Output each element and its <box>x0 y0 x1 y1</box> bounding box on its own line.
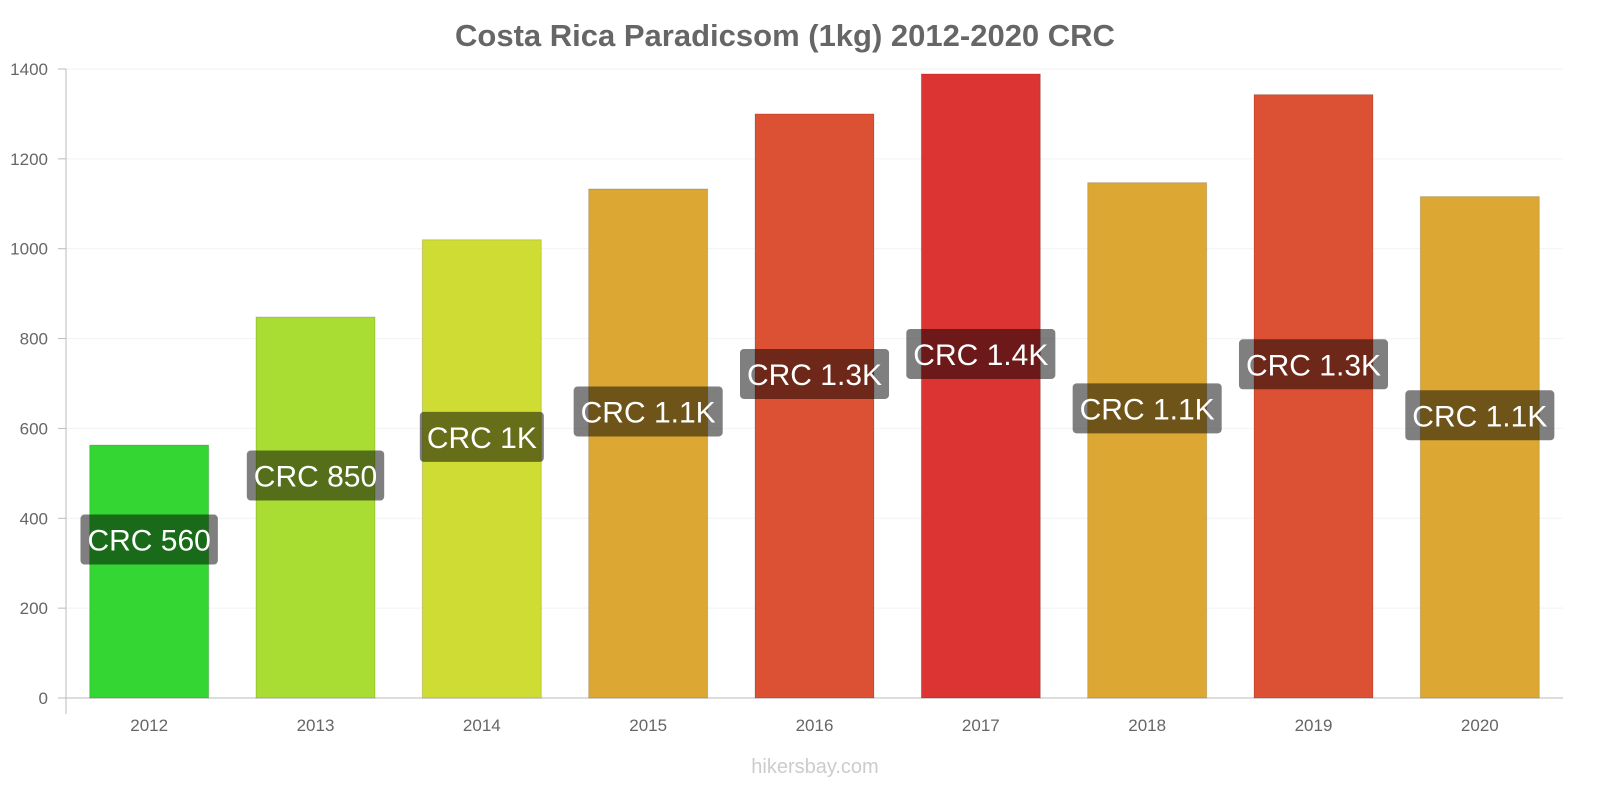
data-label: CRC 1.1K <box>1072 383 1222 434</box>
chart-title: Costa Rica Paradicsom (1kg) 2012-2020 CR… <box>455 18 1115 53</box>
data-label: CRC 1K <box>419 411 544 462</box>
x-tick-label: 2019 <box>1295 716 1333 735</box>
bar-2015 <box>588 188 709 699</box>
y-tick-label: 800 <box>20 330 48 349</box>
data-label: CRC 850 <box>246 450 385 501</box>
data-label-text: CRC 1.3K <box>1246 349 1381 382</box>
data-label-box <box>80 514 218 565</box>
y-tick-label: 200 <box>20 599 48 618</box>
data-label-text: CRC 1K <box>427 422 537 455</box>
bar-2018 <box>1087 182 1208 699</box>
x-tick-label: 2016 <box>796 716 834 735</box>
data-label: CRC 1.3K <box>739 348 890 399</box>
data-label-box <box>246 450 385 501</box>
x-tick-label: 2013 <box>297 716 335 735</box>
data-label-box <box>906 328 1056 379</box>
data-label-box <box>1072 383 1222 434</box>
data-label-text: CRC 1.1K <box>1412 400 1547 433</box>
data-label: CRC 1.1K <box>1405 390 1555 441</box>
x-tick-label: 2020 <box>1461 716 1499 735</box>
bar-2014 <box>421 239 542 699</box>
x-tick-label: 2012 <box>130 716 168 735</box>
data-label-text: CRC 1.4K <box>913 339 1048 372</box>
x-tick-label: 2014 <box>463 716 501 735</box>
y-tick-label: 1000 <box>10 240 48 259</box>
data-label-box <box>573 386 723 437</box>
bar-2016 <box>754 113 875 699</box>
data-label-text: CRC 1.1K <box>581 396 716 429</box>
bar-2012 <box>89 444 210 699</box>
y-tick-label: 600 <box>20 419 48 438</box>
y-tick-label: 1400 <box>10 60 48 79</box>
bar-2020 <box>1419 196 1540 699</box>
data-label-box <box>739 348 890 399</box>
data-label: CRC 1.1K <box>573 386 723 437</box>
data-label-text: CRC 850 <box>254 461 377 494</box>
bar-2013 <box>255 316 376 699</box>
bar-2019 <box>1253 94 1374 699</box>
data-label: CRC 1.4K <box>906 328 1056 379</box>
data-label-text: CRC 1.1K <box>1080 393 1215 426</box>
x-tick-label: 2018 <box>1128 716 1166 735</box>
x-tick-label: 2015 <box>629 716 667 735</box>
data-label-box <box>419 411 544 462</box>
data-label: CRC 560 <box>80 514 218 565</box>
data-label-box <box>1238 339 1389 390</box>
bar-2017 <box>920 73 1041 699</box>
watermark: hikersbay.com <box>751 756 878 778</box>
data-label-box <box>1405 390 1555 441</box>
y-tick-label: 0 <box>39 689 48 708</box>
data-label-text: CRC 1.3K <box>747 359 882 392</box>
y-tick-label: 400 <box>20 509 48 528</box>
x-tick-label: 2017 <box>962 716 1000 735</box>
y-tick-label: 1200 <box>10 150 48 169</box>
data-label: CRC 1.3K <box>1238 339 1389 390</box>
data-label-text: CRC 560 <box>87 525 210 558</box>
